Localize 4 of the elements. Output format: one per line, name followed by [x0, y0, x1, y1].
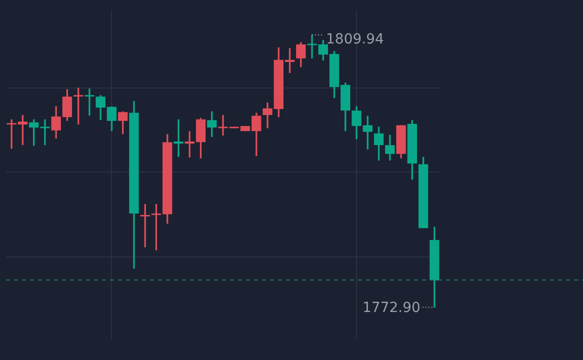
annotation: 1772.90	[362, 300, 420, 316]
candlestick	[84, 88, 94, 116]
annotation: 1809.94	[326, 32, 384, 48]
candlestick	[174, 119, 184, 157]
